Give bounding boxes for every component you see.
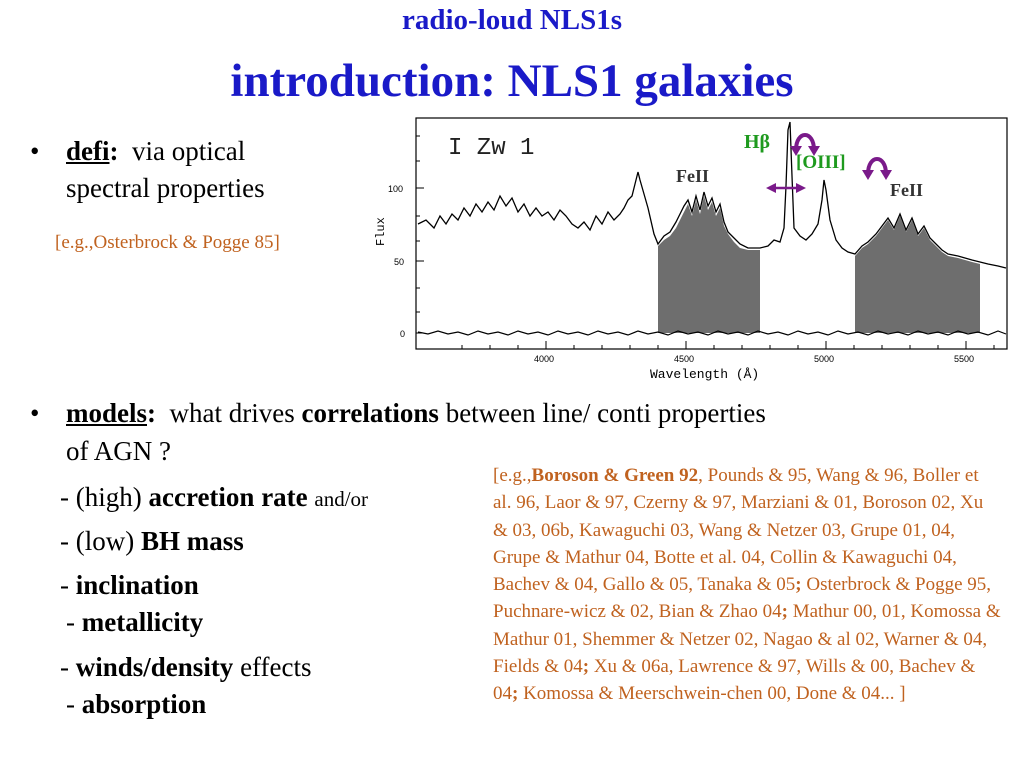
bullet-dot: • [30,398,40,428]
reference-text: Osterbrock & Pogge 95, Puchnare-wicz & 0… [493,574,992,623]
x-tick-label: 4500 [674,354,694,364]
oiii-curved-arrow-icon [866,157,888,175]
driver-suffix: and/or [314,487,369,511]
x-axis-label: Wavelength (Å) [650,367,759,382]
models-text-a: what drives [169,398,295,428]
driver-prefix: - [60,570,69,600]
reference-text: Xu & 06a, Lawrence & 97, Wills & 00, Bac… [493,656,976,705]
x-tick-label: 5000 [814,354,834,364]
bullet-dot: • [30,136,40,166]
hbeta-label: Hβ [744,131,770,153]
models-text-line2: of AGN ? [66,436,171,466]
bullet-definition: • defi: via optical [30,136,370,167]
defi-text-line1: via optical [132,136,246,166]
width-arrowhead-icon [766,183,776,193]
feii-region-right [855,216,980,333]
defi-term: defi [66,136,110,166]
driver-prefix: - [60,652,69,682]
defi-reference: [e.g.,Osterbrock & Pogge 85] [55,232,280,253]
y-tick-label: 100 [388,184,403,194]
hbeta-arrowhead-icon [790,146,802,156]
reference-text: , Pounds & 95, Wang & 96, Boller et al. … [493,465,984,596]
defi-colon: : [109,136,119,166]
feii-region-left [658,196,760,333]
slide-supertitle: radio-loud NLS1s [402,4,622,36]
driver-prefix: - (high) [60,482,142,512]
oiii-arrowhead-icon [880,170,892,180]
y-axis-label: Flux [374,217,388,246]
feii-label-left: FeII [676,166,709,186]
models-colon: : [147,398,156,428]
reference-separator: ; [582,656,590,678]
y-tick-marks [416,135,424,334]
x-tick-label: 5500 [954,354,974,364]
driver-term: BH mass [140,526,244,556]
defi-text-line2: spectral properties [66,173,265,203]
driver-absorption: - absorption [66,689,206,720]
driver-term: winds/density [75,652,234,682]
spectrum-line [417,121,1007,269]
hbeta-arrowhead-icon [808,146,820,156]
reference-bold: Boroson & Green 92 [531,465,699,486]
driver-bh-mass: - (low) BH mass [60,526,244,557]
driver-metallicity: - metallicity [66,607,203,638]
hbeta-curved-arrow-icon [794,133,816,151]
object-label: I Zw 1 [448,135,534,162]
reference-separator: ; [795,574,802,596]
y-tick-label: 50 [394,257,404,267]
driver-term: absorption [81,689,207,719]
zero-level-line [417,330,1007,336]
driver-accretion-rate: - (high) accretion rate and/or [60,482,368,513]
reference-list: [e.g.,Boroson & Green 92, Pounds & 95, W… [493,462,1001,708]
models-text-b: between line/ conti properties [445,398,766,428]
driver-prefix: - (low) [60,526,135,556]
x-tick-marks [461,341,995,349]
driver-prefix: - [66,689,75,719]
reference-text: [e.g., [493,465,532,486]
reference-separator: ; [512,683,519,705]
driver-suffix: effects [240,652,312,682]
driver-winds-density: - winds/density effects [60,652,312,683]
reference-text: Komossa & Meerschwein-chen 00, Done & 04… [518,683,906,705]
y-tick-label: 0 [400,329,405,339]
width-arrowhead-icon [796,183,806,193]
driver-term: inclination [75,570,199,600]
reference-separator: ; [781,601,788,623]
driver-term: metallicity [81,607,204,637]
models-bold-word: correlations [301,398,439,428]
reference-text: Mathur 00, 01, Komossa & Mathur 01, Shem… [493,601,1001,678]
driver-prefix: - [66,607,75,637]
oiii-label: [OIII] [796,152,846,173]
feii-label-right: FeII [890,180,923,200]
models-term: models [66,398,147,428]
spectrum-figure: I Zw 1 Flux Wavelength (Å) 100 50 0 4000… [374,117,1008,382]
oiii-arrowhead-icon [862,170,874,180]
driver-term: accretion rate [148,482,308,512]
slide-title: introduction: NLS1 galaxies [230,55,794,107]
bullet-models: • models: what drives correlations betwee… [30,398,990,429]
driver-inclination: - inclination [60,570,199,601]
x-tick-label: 4000 [534,354,554,364]
spectrum-frame [415,117,1008,350]
